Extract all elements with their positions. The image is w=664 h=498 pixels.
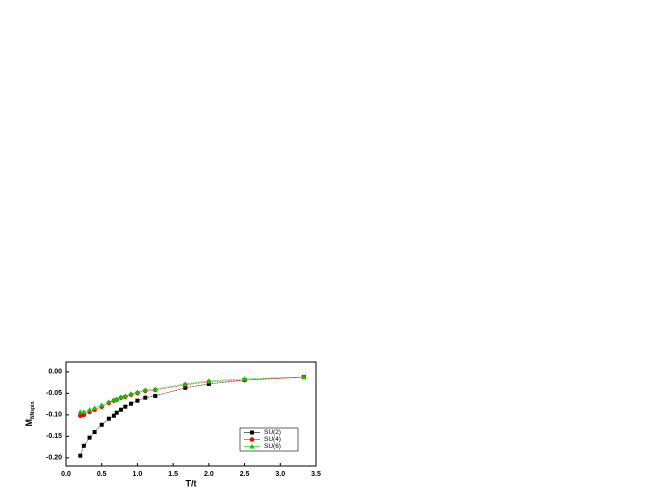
marker xyxy=(77,409,83,414)
x-tick-label: 3.0 xyxy=(275,471,285,478)
marker xyxy=(128,391,134,396)
marker xyxy=(123,404,128,409)
x-tick-label: 3.5 xyxy=(311,471,321,478)
y-tick-label: -0.15 xyxy=(46,433,62,440)
series-line xyxy=(80,376,304,417)
x-tick-label: 0.5 xyxy=(97,471,107,478)
y-tick-label: -0.05 xyxy=(46,390,62,397)
marker xyxy=(183,385,188,390)
marker xyxy=(86,407,93,412)
series-line xyxy=(80,376,304,456)
y-axis-label-sub: NNspin xyxy=(30,402,36,420)
marker xyxy=(91,405,98,410)
marker xyxy=(134,389,141,395)
legend-label: SU(6) xyxy=(264,443,281,450)
x-tick-label: 1.0 xyxy=(133,471,143,478)
marker xyxy=(153,393,158,398)
marker xyxy=(87,435,92,440)
y-tick-label: -0.20 xyxy=(46,455,62,462)
marker xyxy=(81,409,87,414)
marker xyxy=(241,376,248,381)
x-tick-label: 2.0 xyxy=(204,471,214,478)
marker xyxy=(143,395,148,400)
y-tick-label: -0.10 xyxy=(46,412,62,419)
marker xyxy=(135,398,140,403)
series-line xyxy=(80,376,304,413)
marker xyxy=(249,443,255,449)
marker xyxy=(206,378,212,383)
marker xyxy=(81,443,86,448)
marker xyxy=(99,402,105,407)
marker xyxy=(152,386,158,392)
plot-frame xyxy=(65,361,317,467)
marker xyxy=(129,401,133,406)
marker xyxy=(77,413,83,419)
legend-box xyxy=(239,427,299,452)
marker xyxy=(114,396,120,401)
y-axis-label-main: M xyxy=(24,419,34,427)
x-tick-label: 0.0 xyxy=(61,471,71,478)
marker xyxy=(106,416,111,421)
marker xyxy=(114,410,119,415)
x-axis-label: T/t xyxy=(186,478,197,488)
legend-label: SU(2) xyxy=(264,429,281,436)
legend-label: SU(4) xyxy=(264,436,281,443)
y-axis-label: MNNspin xyxy=(24,402,36,427)
marker xyxy=(301,374,307,380)
x-tick-label: 1.5 xyxy=(168,471,178,478)
marker xyxy=(122,393,128,398)
marker xyxy=(92,430,97,435)
x-tick-label: 2.5 xyxy=(240,471,250,478)
y-tick-label: 0.00 xyxy=(48,369,62,376)
marker xyxy=(142,387,148,392)
marker xyxy=(118,394,124,399)
marker xyxy=(250,430,254,435)
marker xyxy=(182,381,188,386)
marker xyxy=(119,407,123,412)
marker xyxy=(106,399,112,404)
marker xyxy=(249,437,255,442)
marker xyxy=(99,422,104,427)
marker xyxy=(78,453,83,458)
marker xyxy=(111,413,116,418)
